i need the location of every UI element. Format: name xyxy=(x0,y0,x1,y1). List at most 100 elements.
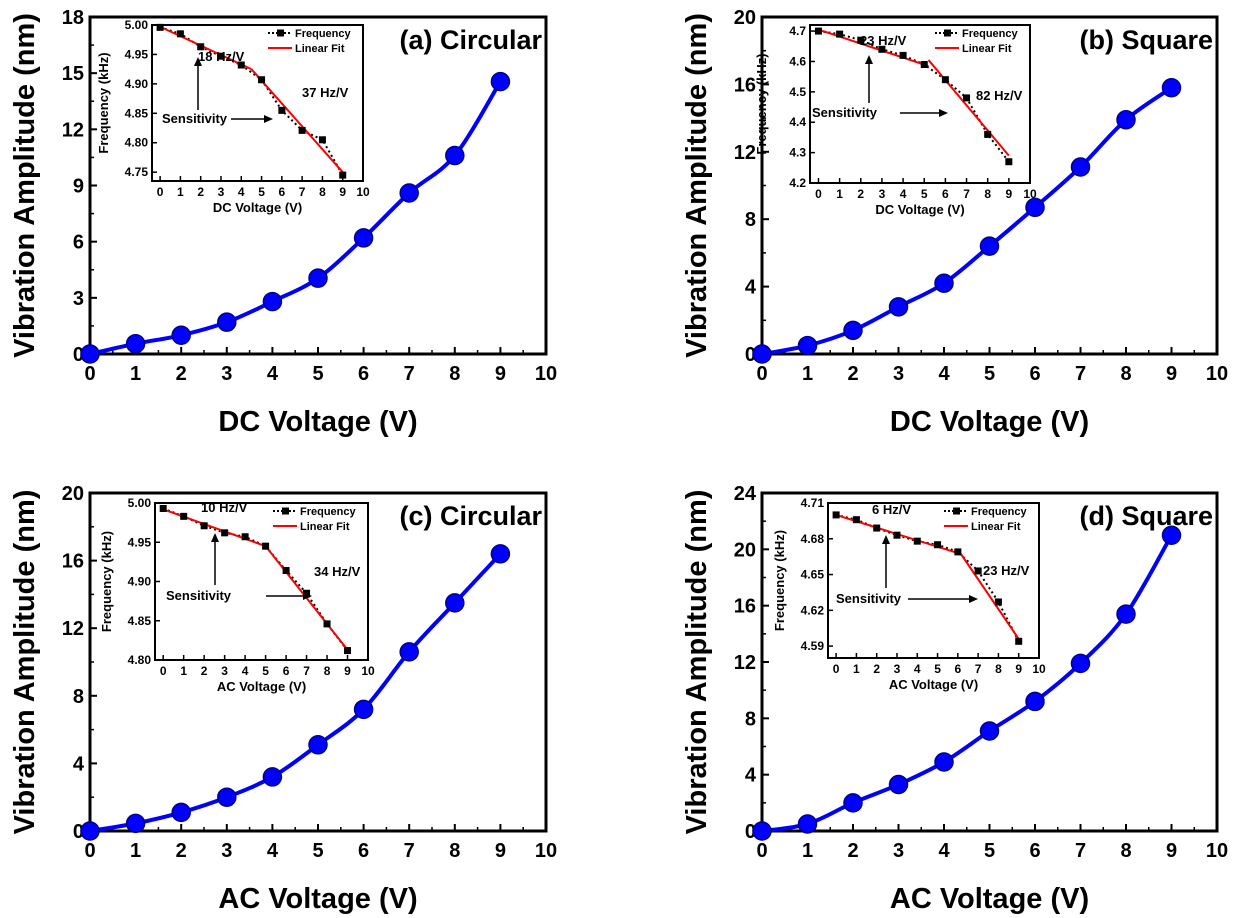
x-tick-label: 0 xyxy=(84,363,95,385)
amplitude-data-point xyxy=(843,320,863,341)
sensitivity-label: Sensitivity xyxy=(812,105,878,120)
inset-x-tick-label: 5 xyxy=(934,662,941,676)
frequency-data-point xyxy=(994,598,1002,606)
x-tick-label: 7 xyxy=(1075,363,1086,385)
inset-x-axis-title: AC Voltage (V) xyxy=(217,679,306,694)
inset-chart: 0 1 2 3 4 5 6 7 8 9 10 4.75 4.80 4.85 4.90 4.95 5.00 DC V… xyxy=(96,18,370,215)
inset-x-tick-label: 10 xyxy=(361,664,375,678)
inset-y-tick-label: 5.00 xyxy=(128,496,152,510)
amplitude-data-point xyxy=(445,593,465,613)
frequency-data-point xyxy=(197,43,205,51)
amplitude-data-point xyxy=(797,814,818,834)
legend-frequency-label: Frequency xyxy=(971,506,1028,518)
legend-fit-label: Linear Fit xyxy=(300,521,350,533)
arrowhead-right xyxy=(264,115,273,123)
y-tick-label: 9 xyxy=(73,176,84,198)
x-tick-label: 4 xyxy=(938,840,950,862)
frequency-data-point xyxy=(857,36,865,44)
x-tick-label: 7 xyxy=(404,840,415,862)
inset-x-tick-label: 0 xyxy=(157,185,164,199)
x-tick-label: 6 xyxy=(358,840,369,862)
frequency-data-point xyxy=(974,567,982,575)
inset-y-tick-label: 4.85 xyxy=(125,106,149,120)
inset-x-tick-label: 2 xyxy=(197,185,204,199)
frequency-series-line xyxy=(159,26,344,176)
x-tick-label: 10 xyxy=(1206,840,1228,862)
amplitude-data-point xyxy=(888,774,909,795)
amplitude-data-point xyxy=(1070,157,1091,177)
y-tick-label: 15 xyxy=(62,63,84,85)
x-tick-label: 3 xyxy=(221,840,232,862)
x-tick-label: 2 xyxy=(176,363,187,385)
y-tick-label: 12 xyxy=(734,142,756,164)
inset-y-tick-label: 4.7 xyxy=(789,24,806,38)
y-tick-label: 8 xyxy=(73,686,84,708)
inset-y-tick-label: 4.85 xyxy=(128,614,152,628)
inset-x-tick-label: 10 xyxy=(356,185,370,199)
frequency-data-point xyxy=(200,522,208,530)
legend-frequency-marker xyxy=(282,507,289,515)
amplitude-data-point xyxy=(217,312,237,332)
inset-x-tick-label: 4 xyxy=(238,185,245,199)
arrowhead-up xyxy=(882,535,890,544)
legend-frequency-marker xyxy=(944,29,951,37)
y-axis-title: Vibration Amplitude (nm) xyxy=(681,13,713,358)
linear-fit-line-1 xyxy=(159,25,252,71)
inset-x-axis-title: AC Voltage (V) xyxy=(889,677,978,692)
x-tick-label: 2 xyxy=(847,840,858,862)
inset-x-tick-label: 9 xyxy=(339,185,346,199)
frequency-series-line xyxy=(162,507,349,652)
frequency-data-point xyxy=(298,126,306,134)
inset-x-tick-label: 2 xyxy=(201,664,208,678)
inset-y-axis-title: Frequency (kHz) xyxy=(754,53,769,154)
x-tick-label: 10 xyxy=(535,363,557,385)
frequency-data-point xyxy=(852,516,860,524)
amplitude-data-point xyxy=(80,344,100,364)
slope-2-label: 37 Hz/V xyxy=(302,85,349,100)
arrowhead-up xyxy=(211,533,219,542)
frequency-data-point xyxy=(984,130,992,138)
x-tick-label: 2 xyxy=(176,840,187,862)
inset-x-axis-title: DC Voltage (V) xyxy=(213,200,302,215)
amplitude-data-point xyxy=(171,325,191,346)
inset-chart: 0 1 2 3 4 5 6 7 8 9 10 4.80 4.85 4.90 4.95 5.00 AC Volta… xyxy=(99,496,375,694)
frequency-data-point xyxy=(934,541,942,549)
legend-fit-label: Linear Fit xyxy=(962,43,1012,55)
inset-x-tick-label: 5 xyxy=(258,185,265,199)
inset-y-tick-label: 5.00 xyxy=(125,18,149,32)
inset-y-tick-label: 4.3 xyxy=(789,146,806,160)
y-tick-label: 3 xyxy=(73,288,84,310)
slope-2-label: 34 Hz/V xyxy=(314,564,361,579)
x-tick-label: 1 xyxy=(130,363,141,385)
x-tick-label: 9 xyxy=(495,840,506,862)
arrowhead-right xyxy=(939,109,948,117)
y-tick-label: 12 xyxy=(62,618,84,640)
x-tick-label: 8 xyxy=(449,363,460,385)
y-tick-label: 20 xyxy=(734,539,756,561)
amplitude-data-point xyxy=(979,236,1000,256)
frequency-data-point xyxy=(893,531,901,539)
x-tick-label: 10 xyxy=(535,840,557,862)
inset-x-tick-label: 3 xyxy=(218,185,225,199)
frequency-data-point xyxy=(954,548,962,556)
y-tick-label: 4 xyxy=(745,277,757,299)
inset-x-tick-label: 1 xyxy=(177,185,184,199)
x-tick-label: 9 xyxy=(495,363,506,385)
amplitude-data-point xyxy=(888,297,909,317)
inset-x-tick-label: 7 xyxy=(975,662,982,676)
x-tick-label: 4 xyxy=(938,363,950,385)
inset-x-tick-label: 1 xyxy=(836,187,843,201)
y-tick-label: 0 xyxy=(73,344,84,366)
inset-x-tick-label: 9 xyxy=(1015,662,1022,676)
frequency-data-point xyxy=(913,537,921,545)
y-tick-label: 16 xyxy=(734,74,756,96)
inset-x-tick-label: 8 xyxy=(984,187,991,201)
legend-frequency-label: Frequency xyxy=(300,506,357,518)
inset-x-tick-label: 5 xyxy=(921,187,928,201)
y-tick-label: 8 xyxy=(745,209,756,231)
panel-label: (c) Circular xyxy=(399,501,542,531)
frequency-data-point xyxy=(237,61,245,69)
